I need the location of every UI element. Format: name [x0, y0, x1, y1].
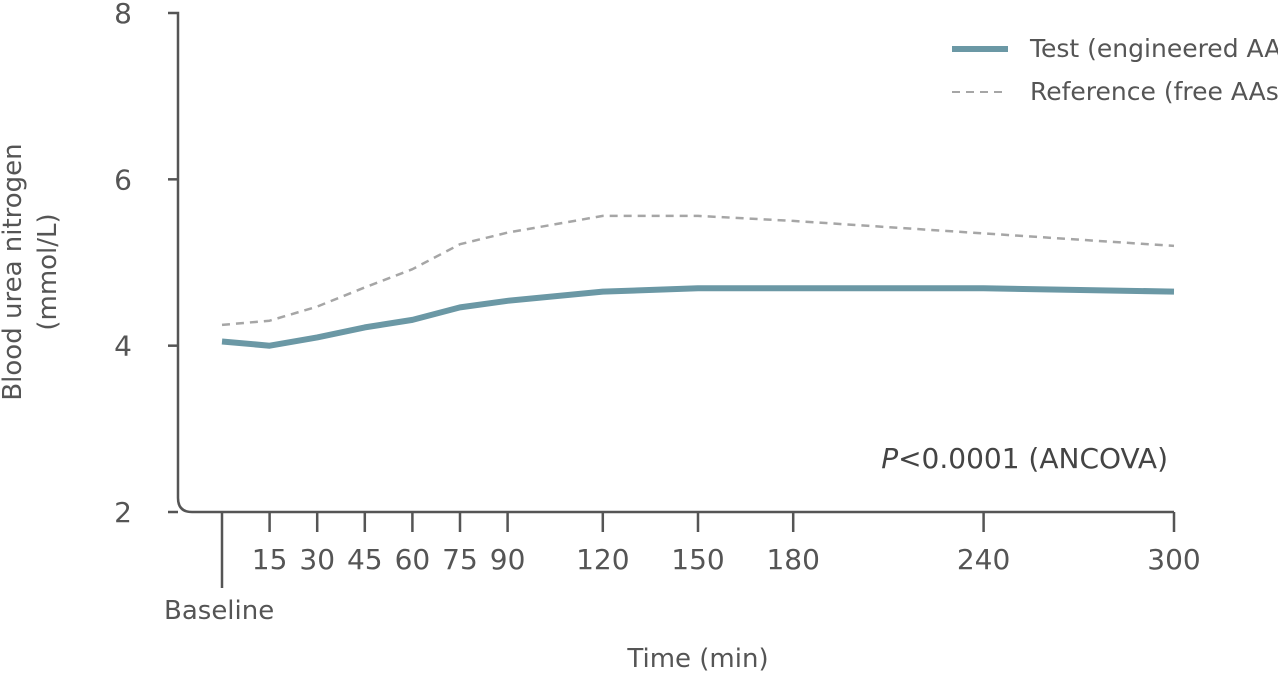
series-line-reference	[221, 214, 1175, 327]
x-tick-label: 90	[490, 543, 526, 576]
x-tick-label-baseline: Baseline	[164, 596, 274, 626]
x-tick-label: 75	[442, 543, 478, 576]
legend: Test (engineered AAs) Reference (free AA…	[952, 34, 1278, 106]
x-tick-label: 15	[252, 543, 288, 576]
y-axis-ticks: 2 4 6 8	[114, 0, 178, 529]
y-axis-title-line2: (mmol/L)	[33, 213, 63, 330]
y-tick-label: 4	[114, 330, 132, 363]
x-tick-label: 45	[347, 543, 383, 576]
y-tick-label: 6	[114, 163, 132, 196]
y-axis-title-line1: Blood urea nitrogen	[0, 143, 28, 400]
legend-label-reference: Reference (free AAs)	[1030, 77, 1278, 106]
x-axis-title: Time (min)	[626, 644, 768, 674]
x-tick-label: 120	[576, 543, 629, 576]
x-tick-label: 180	[766, 543, 819, 576]
p-symbol: P	[881, 442, 898, 475]
legend-label-test: Test (engineered AAs)	[1029, 34, 1278, 63]
x-tick-label: 30	[299, 543, 335, 576]
p-value-annotation: P<0.0001 (ANCOVA)	[881, 442, 1168, 475]
p-value-text: <0.0001 (ANCOVA)	[898, 442, 1168, 475]
series-layer	[221, 214, 1175, 349]
x-tick-label: 240	[957, 543, 1010, 576]
x-tick-label: 300	[1147, 543, 1200, 576]
axes-frame	[168, 11, 1174, 514]
y-tick-label: 8	[114, 0, 132, 30]
y-tick-label: 2	[114, 496, 132, 529]
x-axis-ticks: Baseline 15 30 45 60 75 90 120 150 180 240 300	[164, 512, 1201, 626]
series-line-test	[221, 285, 1175, 349]
x-tick-label: 60	[395, 543, 431, 576]
x-tick-label: 150	[671, 543, 724, 576]
